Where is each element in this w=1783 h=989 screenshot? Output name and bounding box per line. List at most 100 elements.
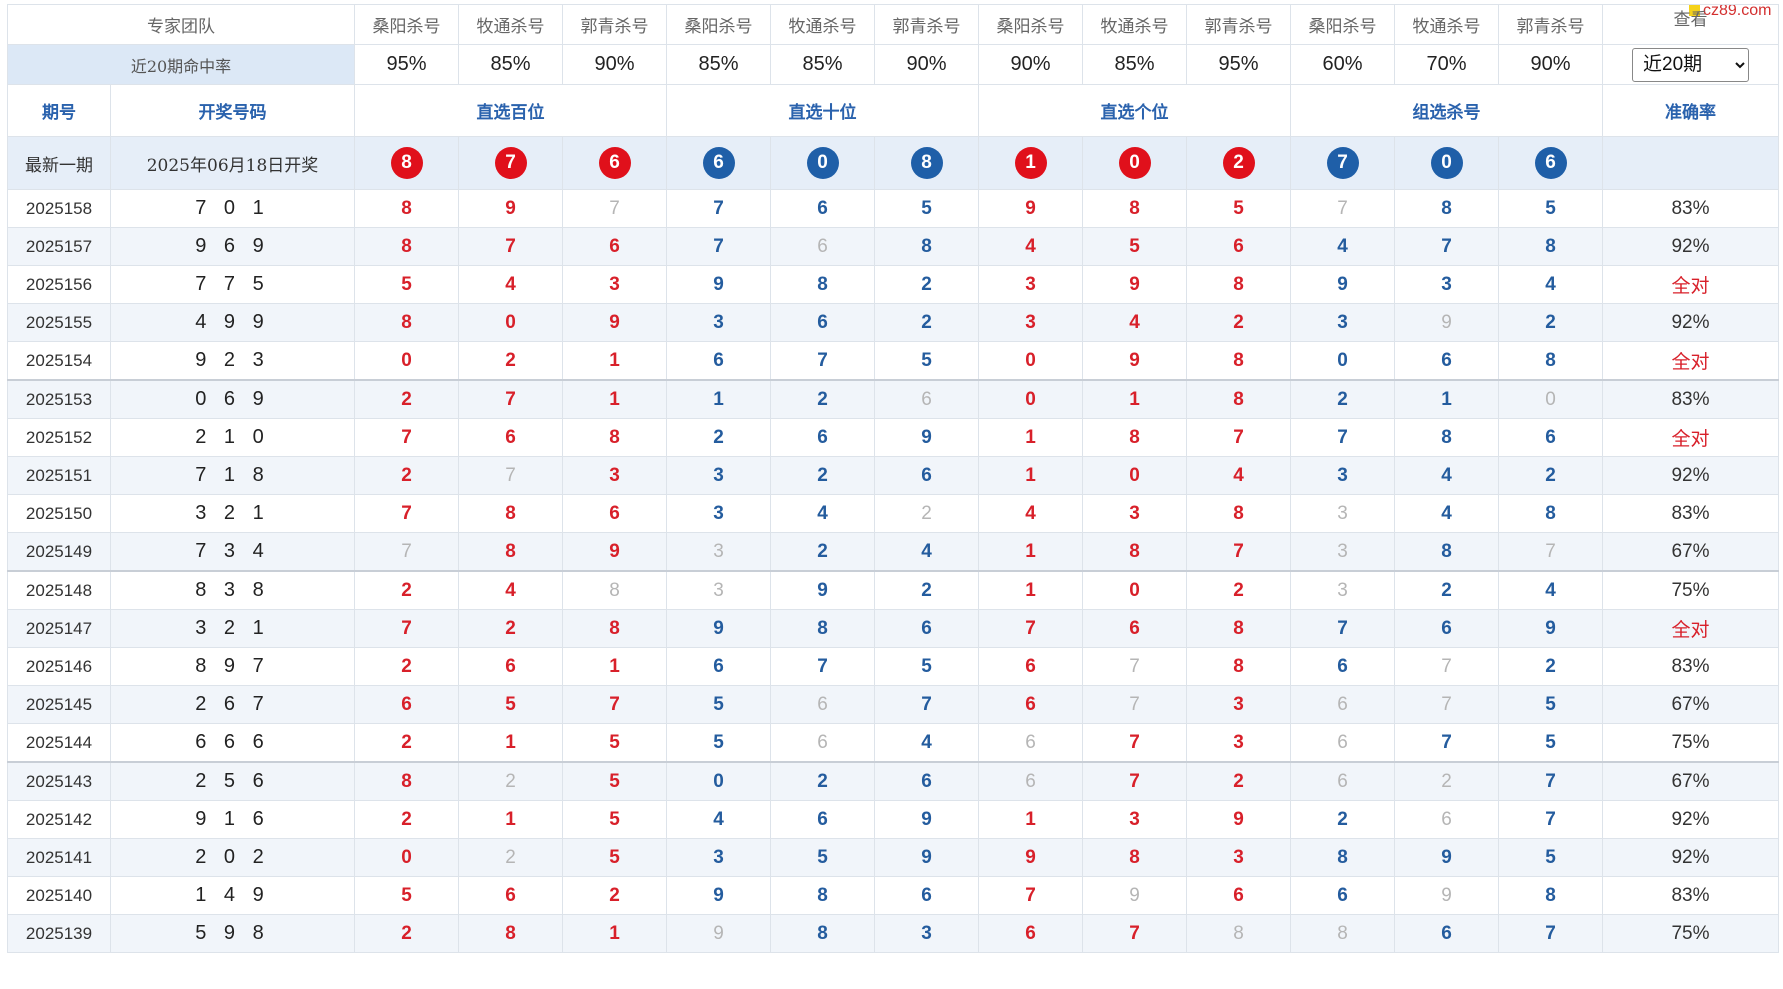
kill-number: 5 (874, 341, 979, 381)
kill-number: 5 (874, 189, 979, 228)
kill-number: 3 (1186, 838, 1291, 877)
kill-number: 2 (874, 494, 979, 533)
latest-issue-label: 最新一期 (7, 136, 111, 190)
kill-number: 0 (666, 761, 771, 801)
issue-number: 2025153 (7, 379, 111, 419)
table-row: 2025140 1 4 9 5 6 2 9 8 6 7 9 6 6 9 8 83% (7, 876, 1779, 915)
kill-number: 8 (1394, 418, 1499, 457)
kill-number: 2 (770, 532, 875, 572)
kill-number: 7 (666, 189, 771, 228)
kill-number: 3 (1082, 494, 1187, 533)
kill-number: 6 (978, 647, 1083, 686)
winning-number: 9 2 3 (110, 341, 355, 381)
kill-number: 8 (1394, 189, 1499, 228)
expert-hit-rate: 85% (458, 44, 563, 85)
table-row: 2025154 9 2 3 0 2 1 6 7 5 0 9 8 0 6 8 全对 (7, 341, 1779, 381)
latest-ball-cell: 7 (1290, 136, 1395, 190)
kill-number: 9 (1082, 265, 1187, 304)
expert-hit-rate: 90% (562, 44, 667, 85)
kill-number: 5 (666, 723, 771, 763)
kill-number: 4 (874, 532, 979, 572)
kill-number: 1 (978, 418, 1083, 457)
kill-number: 2 (458, 761, 563, 801)
kill-number: 4 (1082, 303, 1187, 342)
kill-number: 6 (1082, 609, 1187, 648)
kill-number: 4 (1498, 265, 1603, 304)
issue-column-header: 期号 (7, 84, 111, 137)
kill-number: 0 (354, 838, 459, 877)
kill-number: 4 (770, 494, 875, 533)
expert-hit-rate: 60% (1290, 44, 1395, 85)
winning-number: 7 0 1 (110, 189, 355, 228)
table-row: 2025153 0 6 9 2 7 1 1 2 6 0 1 8 2 1 0 83% (7, 379, 1779, 419)
kill-number: 5 (354, 265, 459, 304)
kill-number: 7 (874, 685, 979, 724)
kill-number: 8 (1082, 418, 1187, 457)
kill-number: 1 (562, 341, 667, 381)
kill-number: 9 (1082, 341, 1187, 381)
kill-number: 7 (978, 876, 1083, 915)
table-row: 2025142 9 1 6 2 1 5 4 6 9 1 3 9 2 6 7 92% (7, 800, 1779, 839)
expert-name-header: 桑阳杀号 (666, 4, 771, 45)
latest-ball-cell: 8 (874, 136, 979, 190)
expert-hit-rate: 90% (1498, 44, 1603, 85)
winning-number: 3 2 1 (110, 494, 355, 533)
winning-number: 7 3 4 (110, 532, 355, 572)
kill-number: 3 (666, 532, 771, 572)
kill-number: 9 (1498, 609, 1603, 648)
kill-number: 7 (1394, 723, 1499, 763)
kill-number: 9 (978, 838, 1083, 877)
kill-number: 9 (874, 838, 979, 877)
issue-number: 2025140 (7, 876, 111, 915)
latest-ball-cell: 1 (978, 136, 1083, 190)
kill-number: 1 (562, 647, 667, 686)
kill-number: 7 (1290, 609, 1395, 648)
kill-number: 5 (562, 838, 667, 877)
kill-number: 7 (354, 494, 459, 533)
kill-number: 5 (458, 685, 563, 724)
kill-number: 2 (1498, 456, 1603, 495)
kill-number: 7 (1082, 914, 1187, 953)
kill-number: 2 (354, 570, 459, 610)
kill-number: 3 (666, 303, 771, 342)
kill-number: 7 (770, 647, 875, 686)
kill-number: 6 (562, 227, 667, 266)
kill-number: 6 (978, 914, 1083, 953)
issue-number: 2025158 (7, 189, 111, 228)
expert-name-header: 牧通杀号 (1082, 4, 1187, 45)
kill-number: 1 (562, 914, 667, 953)
kill-number: 8 (1186, 265, 1291, 304)
kill-number: 6 (1290, 685, 1395, 724)
winning-number: 7 7 5 (110, 265, 355, 304)
latest-ball-cell: 0 (1082, 136, 1187, 190)
kill-number: 7 (770, 341, 875, 381)
accuracy-value: 75% (1602, 570, 1779, 610)
kill-number-table: 专家团队 桑阳杀号 牧通杀号 郭青杀号 桑阳杀号 牧通杀号 郭青杀号 桑阳杀号 牧通杀号 郭青杀… (7, 4, 1779, 953)
winning-number: 8 3 8 (110, 570, 355, 610)
kill-number: 8 (770, 609, 875, 648)
kill-number: 8 (1394, 532, 1499, 572)
kill-number: 6 (562, 494, 667, 533)
kill-number: 0 (1498, 379, 1603, 419)
issue-number: 2025156 (7, 265, 111, 304)
accuracy-value: 92% (1602, 303, 1779, 342)
kill-number: 9 (562, 532, 667, 572)
kill-number: 9 (666, 609, 771, 648)
period-select[interactable]: 近20期 (1632, 47, 1749, 82)
kill-number: 5 (354, 876, 459, 915)
kill-number: 2 (458, 838, 563, 877)
kill-number: 8 (562, 609, 667, 648)
kill-number: 7 (354, 609, 459, 648)
kill-number: 6 (666, 341, 771, 381)
kill-number: 5 (1498, 723, 1603, 763)
expert-hit-rate: 90% (874, 44, 979, 85)
kill-number: 6 (770, 723, 875, 763)
accuracy-value: 全对 (1602, 609, 1779, 648)
accuracy-value: 67% (1602, 685, 1779, 724)
kill-number: 7 (1290, 189, 1395, 228)
expert-name-header: 郭青杀号 (874, 4, 979, 45)
table-row: 2025147 3 2 1 7 2 8 9 8 6 7 6 8 7 6 9 全对 (7, 609, 1779, 648)
winning-number: 9 1 6 (110, 800, 355, 839)
kill-number: 8 (458, 532, 563, 572)
kill-number: 4 (1394, 494, 1499, 533)
